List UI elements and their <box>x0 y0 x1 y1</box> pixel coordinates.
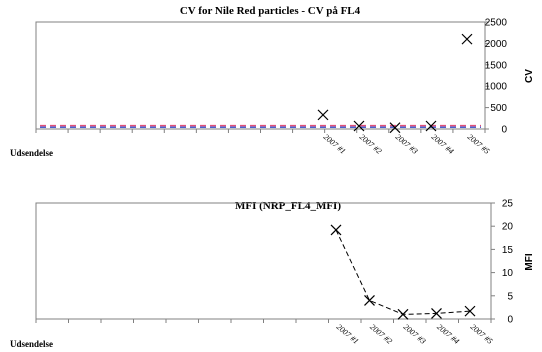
chart-mfi: MFI (NRP_FL4_MFI) 0 5 10 15 20 25 2007 #1 2007 … <box>10 199 535 350</box>
cv-marker-stroke <box>389 122 401 134</box>
cv-marker-stroke <box>353 120 365 132</box>
cv-category-label: 2007 #5 <box>466 132 492 156</box>
cv-ytick-label: 500 <box>490 103 507 114</box>
mfi-ytick-label: 25 <box>502 199 514 210</box>
chart-mfi-plot-area <box>35 202 492 320</box>
mfi-category-label: 2007 #3 <box>402 322 428 346</box>
chart-mfi-row-label: Udsendelse <box>10 339 53 349</box>
mfi-marker-stroke <box>464 305 476 317</box>
cv-marker-stroke <box>317 109 329 121</box>
mfi-category-label: 2007 #5 <box>469 322 495 346</box>
cv-ytick-label: 1500 <box>485 60 508 71</box>
cv-data-point <box>317 109 329 121</box>
cv-category-label: 2007 #3 <box>394 132 420 156</box>
mfi-data-point <box>397 308 409 320</box>
mfi-category-label: 2007 #4 <box>435 322 461 346</box>
chart-cv-ylabel: CV <box>524 69 535 83</box>
chart-mfi-ylabel: MFI <box>524 253 535 270</box>
cv-data-point <box>461 33 473 45</box>
cv-data-point <box>389 122 401 134</box>
chart-cv: CV for Nile Red particles - CV på FL4 0 5… <box>10 5 535 158</box>
mfi-marker-stroke <box>364 295 375 306</box>
mfi-category-label: 2007 #2 <box>368 322 394 346</box>
cv-category-label: 2007 #4 <box>430 132 456 156</box>
mfi-data-point <box>330 224 342 236</box>
mfi-marker-stroke <box>330 224 342 236</box>
mfi-data-point <box>364 295 375 306</box>
mfi-ytick-label: 5 <box>507 291 513 302</box>
cv-ytick-label: 2000 <box>485 39 508 50</box>
mfi-marker-stroke <box>431 308 442 319</box>
mfi-data-point <box>431 308 442 319</box>
cv-category-label: 2007 #1 <box>322 132 348 156</box>
chart-mfi-title: MFI (NRP_FL4_MFI) <box>235 200 341 212</box>
cv-marker-stroke <box>461 33 473 45</box>
cv-marker-stroke <box>425 120 437 132</box>
cv-data-point <box>425 120 437 132</box>
mfi-ytick-label: 10 <box>502 268 514 279</box>
mfi-data-point <box>464 305 476 317</box>
mfi-marker-stroke <box>397 308 409 320</box>
cv-ytick-label: 2500 <box>485 18 508 29</box>
mfi-series-line <box>335 229 471 315</box>
cv-category-label: 2007 #2 <box>358 132 384 156</box>
mfi-ytick-label: 15 <box>502 245 514 256</box>
mfi-ytick-label: 20 <box>502 222 514 233</box>
mfi-ytick-label: 0 <box>507 315 513 326</box>
chart-cv-plot-area <box>35 21 486 130</box>
cv-ytick-label: 1000 <box>485 82 508 93</box>
cv-data-point <box>353 120 365 132</box>
cv-ytick-label: 0 <box>501 125 507 136</box>
chart-cv-title: CV for Nile Red particles - CV på FL4 <box>180 5 361 17</box>
chart-cv-row-label: Udsendelse <box>10 148 53 158</box>
mfi-category-label: 2007 #1 <box>335 322 361 346</box>
